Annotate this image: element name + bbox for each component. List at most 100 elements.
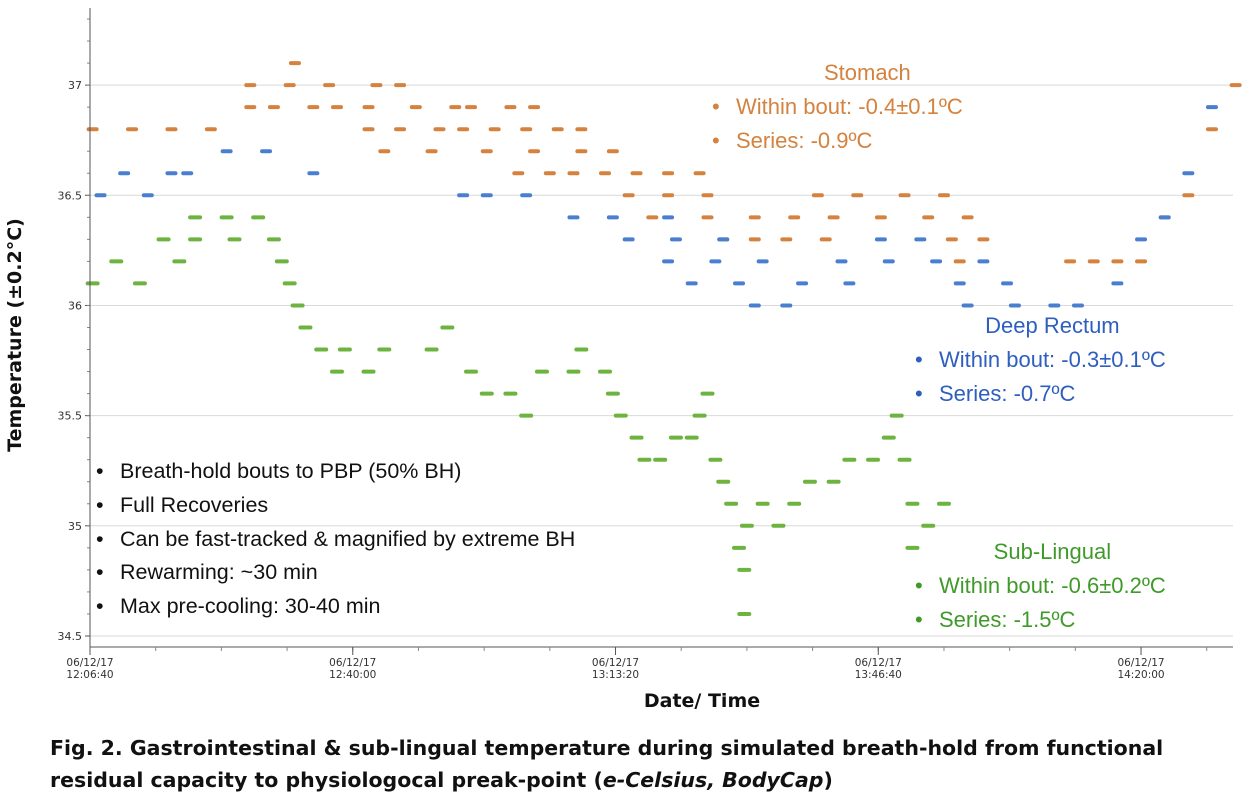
bullet: • (712, 128, 720, 153)
figure-caption: Fig. 2. Gastrointestinal & sub-lingual t… (50, 732, 1242, 796)
lingual-series-change: • Series: -1.5ºC (915, 603, 1166, 637)
data-point (377, 347, 392, 352)
x-tick-label-date: 06/12/17 (329, 657, 376, 669)
data-point (606, 149, 619, 154)
data-point (520, 193, 533, 198)
data-point (1229, 83, 1242, 88)
data-point (771, 523, 786, 528)
bullet: • (712, 94, 720, 119)
data-point (361, 369, 376, 374)
lingual-title: Sub-Lingual (993, 539, 1112, 564)
stomach-series-text: Series: -0.9ºC (736, 128, 873, 153)
data-point (362, 105, 375, 110)
data-point (394, 127, 407, 132)
data-point (449, 105, 462, 110)
data-point (598, 369, 613, 374)
data-point (464, 369, 478, 374)
data-point (788, 215, 801, 220)
data-point (283, 83, 296, 88)
data-point (685, 281, 698, 286)
bullet: • (96, 560, 104, 585)
data-point (298, 325, 313, 330)
data-point (662, 215, 675, 220)
note-text: Can be fast-tracked & magnified by extre… (120, 526, 576, 551)
bullet: • (915, 607, 923, 632)
data-point (827, 215, 840, 220)
data-point (425, 149, 438, 154)
data-point (866, 457, 881, 462)
data-point (220, 149, 233, 154)
data-point (945, 237, 958, 242)
data-point (1135, 237, 1148, 242)
data-point (504, 105, 517, 110)
data-point (700, 391, 715, 396)
data-point (599, 171, 612, 176)
scatter-series (85, 61, 1242, 616)
data-point (796, 281, 809, 286)
y-tick-label: 34.5 (58, 630, 83, 643)
data-point (141, 193, 154, 198)
data-point (692, 413, 707, 418)
data-point (574, 347, 589, 352)
data-point (181, 171, 194, 176)
x-tick-label-date: 06/12/17 (1117, 657, 1164, 669)
rectum-annotation: Deep Rectum • Within bout: -0.3±0.1ºC • Se… (915, 309, 1166, 411)
caption-italic: e-Celsius, BodyCap (602, 768, 824, 792)
data-point (274, 259, 289, 264)
data-point (851, 193, 864, 198)
data-point (629, 435, 644, 440)
data-point (881, 435, 896, 440)
data-point (433, 127, 446, 132)
data-point (204, 127, 217, 132)
note-text: Max pre-cooling: 30-40 min (120, 594, 381, 619)
data-point (717, 237, 730, 242)
data-point (914, 237, 927, 242)
data-point (748, 215, 761, 220)
series-stomach (86, 61, 1242, 264)
data-point (1158, 215, 1171, 220)
notes-list: • Breath-hold bouts to PBP (50% BH) • Full… (96, 455, 575, 624)
data-point (465, 105, 477, 110)
stomach-annotation: Stomach • Within bout: -0.4±0.1ºC • Series… (712, 56, 963, 158)
y-tick-label: 36.5 (58, 189, 83, 202)
data-point (737, 567, 752, 572)
bullet: • (915, 381, 923, 406)
data-point (605, 391, 620, 396)
data-point (843, 281, 856, 286)
data-point (503, 391, 518, 396)
data-point (748, 237, 761, 242)
y-tick-label: 37 (68, 79, 82, 92)
data-point (701, 193, 714, 198)
data-point (1205, 105, 1218, 110)
data-point (733, 281, 746, 286)
bullet: • (915, 347, 923, 372)
data-point (922, 215, 935, 220)
x-tick-label-date: 06/12/17 (855, 657, 902, 669)
data-point (409, 105, 422, 110)
caption-main: Fig. 2. Gastrointestinal & sub-lingual t… (50, 736, 1164, 792)
data-point (802, 479, 817, 484)
note-item: • Full Recoveries (96, 489, 575, 523)
note-item: • Breath-hold bouts to PBP (50% BH) (96, 455, 575, 489)
data-point (378, 149, 391, 154)
note-text: Rewarming: ~30 min (120, 560, 318, 585)
data-point (172, 259, 187, 264)
data-point (977, 259, 990, 264)
data-point (219, 215, 234, 220)
data-point (693, 171, 706, 176)
stomach-within-bout: • Within bout: -0.4±0.1ºC (712, 90, 963, 124)
grid-lines (90, 84, 1233, 637)
y-tick-label: 35 (68, 520, 82, 533)
data-point (424, 347, 439, 352)
rectum-series-change: • Series: -0.7ºC (915, 377, 1166, 411)
data-point (662, 193, 675, 198)
data-point (1048, 303, 1061, 308)
data-point (835, 259, 848, 264)
data-point (551, 127, 564, 132)
x-tick-label-date: 06/12/17 (592, 657, 639, 669)
data-point (488, 127, 501, 132)
data-point (244, 105, 257, 110)
data-point (567, 171, 580, 176)
note-text: Full Recoveries (120, 492, 269, 517)
stomach-within-text: Within bout: -0.4±0.1ºC (736, 94, 963, 119)
